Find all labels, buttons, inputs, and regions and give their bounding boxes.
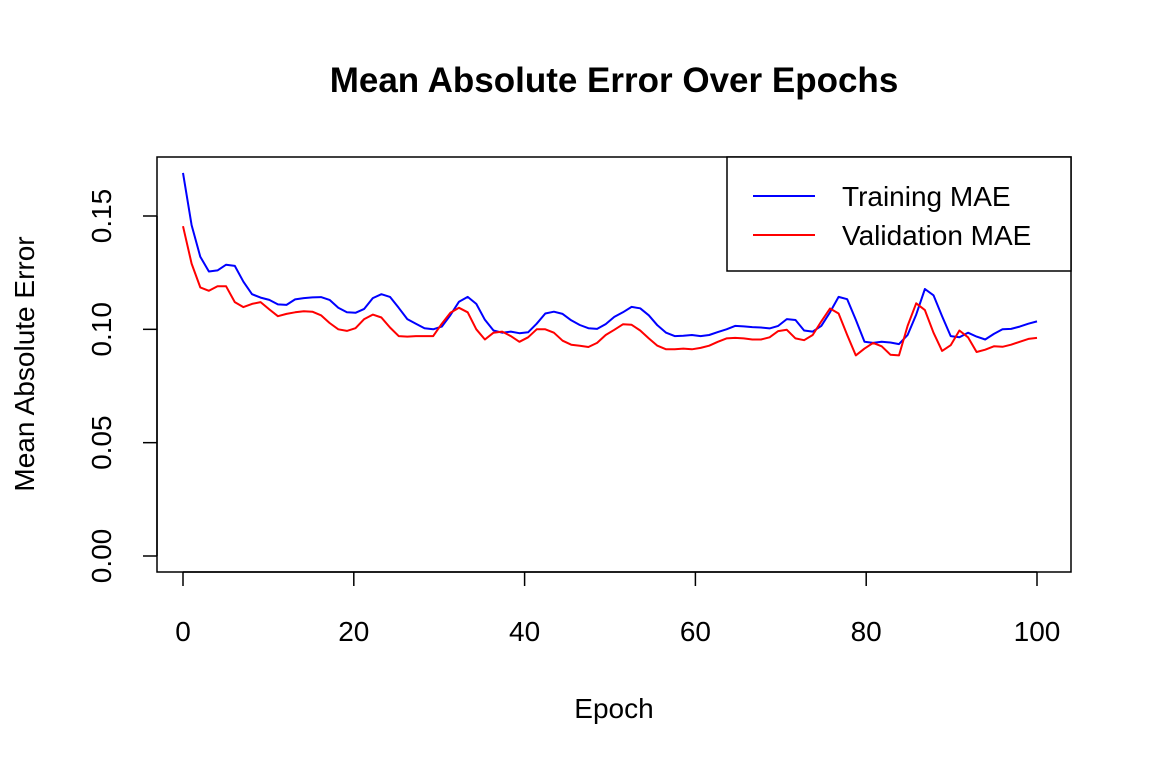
x-axis: 0 20 40 60 80 100 bbox=[175, 571, 1061, 647]
x-tick-label: 20 bbox=[338, 616, 369, 647]
legend: Training MAE Validation MAE bbox=[726, 156, 1072, 272]
series-layer bbox=[182, 172, 1038, 357]
y-tick-label: 0.15 bbox=[86, 189, 117, 244]
y-tick-label: 0.00 bbox=[86, 529, 117, 584]
series-line-training bbox=[182, 172, 1038, 346]
y-tick-label: 0.10 bbox=[86, 302, 117, 357]
y-axis-label: Mean Absolute Error bbox=[9, 236, 40, 491]
x-tick-label: 40 bbox=[509, 616, 540, 647]
x-axis-label: Epoch bbox=[574, 693, 653, 724]
x-tick-label: 100 bbox=[1014, 616, 1061, 647]
y-tick-label: 0.05 bbox=[86, 415, 117, 470]
chart-title: Mean Absolute Error Over Epochs bbox=[330, 61, 899, 100]
legend-box bbox=[726, 156, 1072, 272]
y-axis: 0.00 0.05 0.10 0.15 bbox=[86, 189, 158, 584]
x-tick-label: 0 bbox=[175, 616, 191, 647]
series-line-validation bbox=[182, 225, 1038, 357]
x-tick-label: 80 bbox=[851, 616, 882, 647]
legend-label-training: Training MAE bbox=[842, 181, 1011, 212]
x-tick-label: 60 bbox=[680, 616, 711, 647]
legend-label-validation: Validation MAE bbox=[842, 220, 1031, 251]
